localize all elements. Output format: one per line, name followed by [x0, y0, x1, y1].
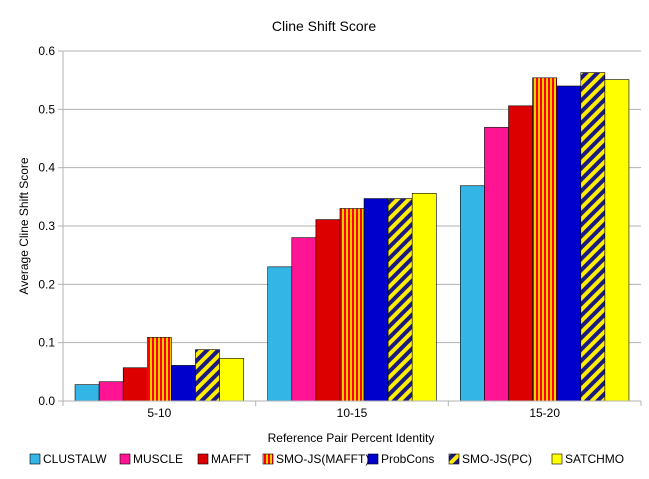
legend-swatch [448, 453, 460, 465]
bar-probcons-15-20 [556, 85, 582, 402]
y-tick-label: 0.0 [38, 394, 55, 408]
bar-smo-js-pc-5-10 [195, 349, 220, 402]
legend-swatch [119, 453, 131, 465]
bar-mafft-15-20 [508, 105, 533, 402]
bar-smo-js-pc-10-15 [387, 198, 413, 402]
bar-probcons-5-10 [171, 365, 196, 402]
legend-label: ProbCons [381, 452, 434, 466]
bar-muscle-5-10 [98, 381, 124, 402]
chart-title: Cline Shift Score [272, 18, 376, 34]
y-tick-label: 0.4 [38, 161, 55, 175]
legend-label: SATCHMO [565, 452, 624, 466]
x-axis-ticks: 5-10 10-15 15-20 [62, 401, 642, 420]
bar-clustalw-15-20 [460, 185, 485, 402]
legend-swatch [29, 453, 41, 465]
bar-smo-js-mafft-10-15 [339, 208, 365, 402]
bar-mafft-5-10 [122, 367, 148, 402]
bars [74, 72, 630, 402]
y-tick-label: 0.2 [38, 277, 55, 291]
y-tick-label: 0.6 [38, 44, 55, 58]
x-axis-label: Reference Pair Percent Identity [268, 431, 435, 445]
y-tick-label: 0.3 [38, 219, 55, 233]
legend-label: SMO-JS(MAFFT) [276, 452, 369, 466]
y-tick-label: 0.1 [38, 336, 55, 350]
bar-clustalw-5-10 [74, 384, 100, 402]
y-axis-ticks: 0.0 0.1 0.2 0.3 0.4 0.5 0.6 [38, 44, 63, 408]
x-tick-label: 15-20 [529, 406, 560, 420]
axes [62, 51, 641, 402]
legend-swatch [262, 453, 274, 465]
legend: CLUSTALW MUSCLE MAFFT SMO-JS(MAFFT) ProbCons… [29, 452, 624, 466]
legend-label: MUSCLE [133, 452, 183, 466]
legend-swatch [197, 453, 209, 465]
bar-muscle-10-15 [291, 237, 317, 402]
bar-clustalw-10-15 [267, 266, 293, 402]
bar-smo-js-mafft-5-10 [146, 337, 172, 402]
bar-probcons-10-15 [363, 198, 389, 402]
bar-mafft-10-15 [315, 219, 341, 402]
bar-satchmo-10-15 [411, 193, 437, 402]
bar-satchmo-5-10 [219, 358, 244, 402]
x-tick-label: 10-15 [337, 406, 368, 420]
bar-smo-js-pc-15-20 [580, 72, 606, 402]
y-tick-label: 0.5 [38, 102, 55, 116]
legend-swatch [551, 453, 563, 465]
bar-satchmo-15-20 [604, 79, 630, 402]
bar-muscle-15-20 [484, 127, 509, 402]
legend-label: SMO-JS(PC) [462, 452, 532, 466]
x-tick-label: 5-10 [147, 406, 171, 420]
y-axis-label: Average Cline Shift Score [17, 157, 31, 295]
legend-swatch [367, 453, 379, 465]
legend-label: MAFFT [211, 452, 252, 466]
bar-smo-js-mafft-15-20 [532, 77, 558, 402]
legend-label: CLUSTALW [43, 452, 107, 466]
